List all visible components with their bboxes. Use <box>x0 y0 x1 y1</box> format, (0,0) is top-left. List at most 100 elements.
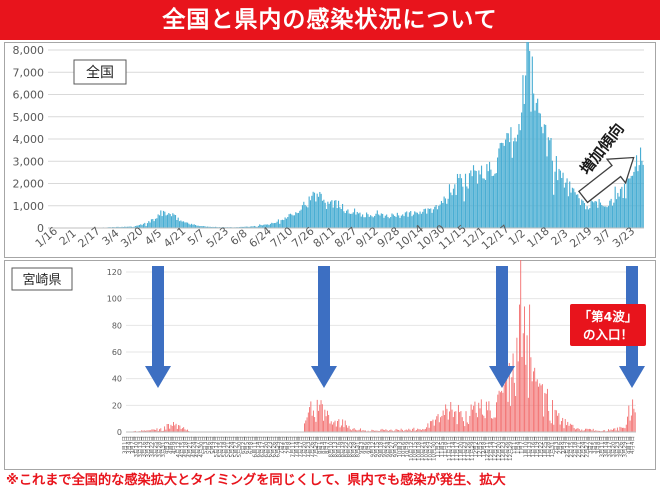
x-tick-label: 3月25日 <box>152 436 159 458</box>
bar <box>257 225 259 228</box>
bar <box>176 428 178 432</box>
bar <box>448 184 451 228</box>
bar <box>396 429 398 432</box>
bar <box>439 204 441 228</box>
x-tick-label: 3月17日 <box>606 436 613 458</box>
bar <box>547 137 549 228</box>
bar <box>209 226 211 228</box>
bar <box>296 213 298 228</box>
bar <box>205 226 207 228</box>
bar <box>358 213 360 228</box>
bar <box>595 430 597 432</box>
bar <box>316 399 318 432</box>
bar <box>447 198 449 228</box>
down-arrow-icon <box>145 266 171 388</box>
bar <box>311 195 313 228</box>
bar <box>348 213 350 228</box>
bar <box>589 208 591 228</box>
bar <box>165 429 167 432</box>
bar <box>588 428 590 432</box>
bar <box>433 425 435 432</box>
bar <box>479 174 481 228</box>
bar <box>553 194 555 228</box>
bar <box>427 208 429 228</box>
bar <box>519 130 521 228</box>
bar <box>620 427 622 432</box>
bar <box>450 401 452 432</box>
bar <box>617 192 619 228</box>
bar <box>509 142 511 228</box>
miyazaki-chart: 0204060801001203月1日3月4日3月7日3月10日3月13日3月1… <box>4 260 656 470</box>
bar <box>408 428 410 432</box>
bar <box>155 429 157 432</box>
bar <box>340 425 342 432</box>
bar <box>505 375 506 432</box>
bar <box>539 383 541 432</box>
bar <box>627 178 630 228</box>
bar <box>128 226 130 228</box>
bar <box>125 226 127 228</box>
x-tick-label: 10月12日 <box>408 436 415 461</box>
bar <box>339 207 341 228</box>
bar <box>438 422 440 432</box>
bar <box>560 421 562 432</box>
bar <box>573 428 575 432</box>
x-tick-label: 9月27日 <box>389 436 396 458</box>
bar <box>513 382 515 432</box>
bar <box>597 430 599 432</box>
bar <box>525 364 527 432</box>
bar <box>174 215 177 228</box>
bar <box>177 217 179 228</box>
bar <box>277 219 279 228</box>
bar <box>478 402 480 432</box>
bar <box>530 357 532 432</box>
y-tick-label: 7,000 <box>13 66 45 79</box>
bar <box>304 204 306 228</box>
bar <box>375 213 377 228</box>
bar <box>455 194 457 228</box>
bar <box>412 428 414 432</box>
bar <box>178 221 181 228</box>
bar <box>133 226 135 228</box>
bar <box>507 401 509 432</box>
bar <box>511 157 513 228</box>
bar <box>387 216 389 228</box>
bar <box>192 224 194 228</box>
bar <box>487 171 489 228</box>
bar <box>542 133 544 228</box>
slide-title: 全国と県内の感染状況について <box>162 7 498 33</box>
bar <box>602 430 604 432</box>
bar <box>641 160 643 228</box>
bar <box>551 160 553 228</box>
x-tick-label: 12月26日 <box>503 436 510 461</box>
x-tick-label: 8月25日 <box>347 436 354 458</box>
bar <box>437 414 439 432</box>
bar <box>630 415 632 432</box>
bar <box>307 207 309 228</box>
bar <box>574 192 576 228</box>
bar <box>566 178 568 228</box>
bar <box>456 424 458 432</box>
bar <box>558 168 560 228</box>
y-tick-label: 20 <box>112 401 122 410</box>
bar <box>604 430 606 432</box>
bar <box>458 178 460 228</box>
bar <box>143 430 145 432</box>
bar <box>494 417 496 432</box>
bar <box>485 401 487 432</box>
bar <box>586 206 588 228</box>
bar <box>352 212 354 228</box>
bar <box>150 219 153 228</box>
x-tick-label: 4月15日 <box>179 436 186 458</box>
bar <box>497 157 499 228</box>
bar <box>327 201 329 228</box>
bar <box>610 198 612 228</box>
bar <box>147 430 149 432</box>
x-tick-label: 10月27日 <box>427 436 434 461</box>
bar <box>629 178 631 228</box>
bar <box>400 215 402 228</box>
bar <box>496 402 497 432</box>
bar <box>356 430 358 432</box>
x-tick-label: 8月19日 <box>339 436 346 458</box>
bar <box>440 200 443 228</box>
